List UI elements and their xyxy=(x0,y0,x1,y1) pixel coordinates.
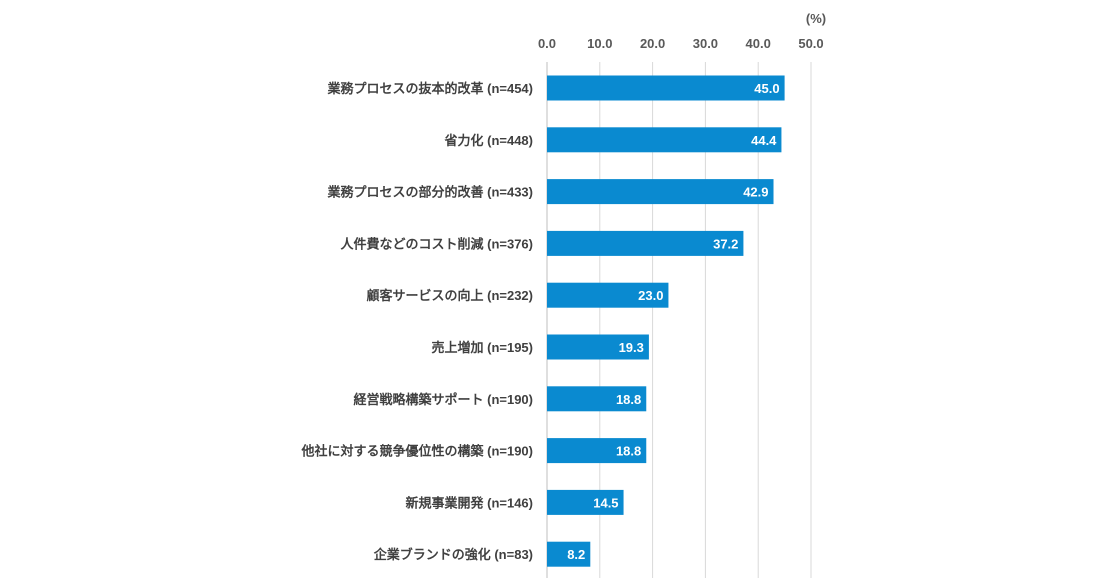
bar xyxy=(547,75,785,101)
bar xyxy=(547,179,774,205)
data-label: 18.8 xyxy=(616,392,641,407)
bar xyxy=(547,438,647,464)
category-label: 顧客サービスの向上 (n=232) xyxy=(367,288,534,303)
category-label: 経営戦略構築サポート (n=190) xyxy=(354,392,534,407)
data-label: 18.8 xyxy=(616,444,641,459)
category-label: 人件費などのコスト削減 (n=376) xyxy=(341,236,534,251)
data-label: 44.4 xyxy=(751,133,777,148)
category-label: 業務プロセスの抜本的改革 (n=454) xyxy=(327,81,534,96)
data-label: 37.2 xyxy=(713,236,738,251)
category-label: 業務プロセスの部分的改善 (n=433) xyxy=(327,185,534,200)
bar xyxy=(547,282,669,308)
x-tick-label: 10.0 xyxy=(587,36,612,51)
x-tick-label: 30.0 xyxy=(693,36,718,51)
data-label: 8.2 xyxy=(567,547,585,562)
bar xyxy=(547,127,782,153)
unit-label: (%) xyxy=(806,11,826,26)
data-label: 45.0 xyxy=(754,81,779,96)
data-label: 19.3 xyxy=(619,340,644,355)
data-label: 23.0 xyxy=(638,288,663,303)
bar xyxy=(547,230,744,256)
category-label: 企業ブランドの強化 (n=83) xyxy=(373,547,533,562)
category-label: 他社に対する競争優位性の構築 (n=190) xyxy=(301,444,534,459)
bar xyxy=(547,386,647,412)
bar xyxy=(547,489,624,515)
x-tick-label: 20.0 xyxy=(640,36,665,51)
category-label: 省力化 (n=448) xyxy=(444,133,534,148)
data-label: 42.9 xyxy=(743,185,768,200)
x-tick-label: 50.0 xyxy=(798,36,823,51)
category-label: 売上増加 (n=195) xyxy=(432,340,534,355)
data-label: 14.5 xyxy=(593,495,618,510)
category-label: 新規事業開発 (n=146) xyxy=(406,495,534,510)
x-tick-label: 0.0 xyxy=(538,36,556,51)
x-tick-label: 40.0 xyxy=(746,36,771,51)
bar xyxy=(547,334,649,360)
bar xyxy=(547,541,591,567)
